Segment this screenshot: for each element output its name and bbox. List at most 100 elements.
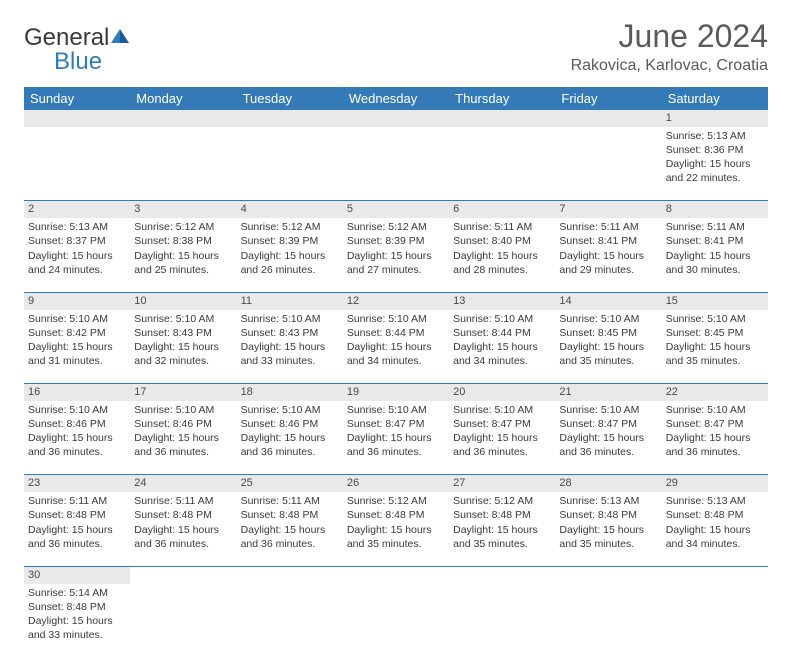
day-number-cell bbox=[130, 566, 236, 583]
daynum-row: 9101112131415 bbox=[24, 292, 768, 309]
day-number-cell: 1 bbox=[662, 110, 768, 127]
day-cell bbox=[343, 127, 449, 201]
daylight-line: Daylight: 15 hours and 36 minutes. bbox=[241, 431, 339, 459]
daynum-row: 1 bbox=[24, 110, 768, 127]
daylight-line: Daylight: 15 hours and 35 minutes. bbox=[559, 523, 657, 551]
daylight-line: Daylight: 15 hours and 36 minutes. bbox=[28, 523, 126, 551]
day-number-cell: 3 bbox=[130, 201, 236, 218]
sunset-line: Sunset: 8:48 PM bbox=[134, 508, 232, 522]
sunrise-line: Sunrise: 5:14 AM bbox=[28, 586, 126, 600]
sunrise-line: Sunrise: 5:11 AM bbox=[666, 220, 764, 234]
day-number-cell bbox=[555, 566, 661, 583]
weekday-header: Friday bbox=[555, 87, 661, 110]
sunset-line: Sunset: 8:46 PM bbox=[28, 417, 126, 431]
day-cell: Sunrise: 5:10 AMSunset: 8:44 PMDaylight:… bbox=[343, 310, 449, 384]
day-cell bbox=[662, 584, 768, 658]
day-number-cell: 4 bbox=[237, 201, 343, 218]
weekday-header: Sunday bbox=[24, 87, 130, 110]
sunrise-line: Sunrise: 5:13 AM bbox=[666, 129, 764, 143]
sunrise-line: Sunrise: 5:10 AM bbox=[241, 312, 339, 326]
weekday-header: Thursday bbox=[449, 87, 555, 110]
sunset-line: Sunset: 8:39 PM bbox=[241, 234, 339, 248]
sunset-line: Sunset: 8:43 PM bbox=[134, 326, 232, 340]
content-row: Sunrise: 5:13 AMSunset: 8:37 PMDaylight:… bbox=[24, 218, 768, 292]
sunset-line: Sunset: 8:47 PM bbox=[347, 417, 445, 431]
sunrise-line: Sunrise: 5:12 AM bbox=[347, 220, 445, 234]
day-number-cell: 15 bbox=[662, 292, 768, 309]
day-number-cell: 25 bbox=[237, 475, 343, 492]
sunset-line: Sunset: 8:48 PM bbox=[453, 508, 551, 522]
header: General June 2024 Rakovica, Karlovac, Cr… bbox=[24, 18, 768, 75]
weekday-header: Wednesday bbox=[343, 87, 449, 110]
day-cell bbox=[555, 584, 661, 658]
sunset-line: Sunset: 8:46 PM bbox=[134, 417, 232, 431]
sunrise-line: Sunrise: 5:10 AM bbox=[453, 312, 551, 326]
day-number-cell bbox=[24, 110, 130, 127]
weekday-header: Tuesday bbox=[237, 87, 343, 110]
sunset-line: Sunset: 8:41 PM bbox=[666, 234, 764, 248]
day-number-cell: 6 bbox=[449, 201, 555, 218]
sunrise-line: Sunrise: 5:10 AM bbox=[347, 312, 445, 326]
sunrise-line: Sunrise: 5:11 AM bbox=[134, 494, 232, 508]
day-cell: Sunrise: 5:10 AMSunset: 8:47 PMDaylight:… bbox=[662, 401, 768, 475]
day-number-cell: 21 bbox=[555, 384, 661, 401]
daylight-line: Daylight: 15 hours and 30 minutes. bbox=[666, 249, 764, 277]
day-cell bbox=[555, 127, 661, 201]
day-number-cell bbox=[237, 110, 343, 127]
day-cell: Sunrise: 5:12 AMSunset: 8:38 PMDaylight:… bbox=[130, 218, 236, 292]
daylight-line: Daylight: 15 hours and 36 minutes. bbox=[28, 431, 126, 459]
day-number-cell bbox=[343, 566, 449, 583]
day-cell: Sunrise: 5:11 AMSunset: 8:48 PMDaylight:… bbox=[130, 492, 236, 566]
day-cell: Sunrise: 5:10 AMSunset: 8:42 PMDaylight:… bbox=[24, 310, 130, 384]
sunrise-line: Sunrise: 5:13 AM bbox=[28, 220, 126, 234]
calendar-body: 1 Sunrise: 5:13 AMSunset: 8:36 PMDayligh… bbox=[24, 110, 768, 658]
day-number-cell: 11 bbox=[237, 292, 343, 309]
logo-text-blue: Blue bbox=[54, 48, 102, 76]
sunrise-line: Sunrise: 5:10 AM bbox=[666, 403, 764, 417]
sunset-line: Sunset: 8:41 PM bbox=[559, 234, 657, 248]
day-number-cell: 16 bbox=[24, 384, 130, 401]
day-cell: Sunrise: 5:14 AMSunset: 8:48 PMDaylight:… bbox=[24, 584, 130, 658]
sunset-line: Sunset: 8:40 PM bbox=[453, 234, 551, 248]
day-cell bbox=[237, 127, 343, 201]
sunrise-line: Sunrise: 5:12 AM bbox=[134, 220, 232, 234]
daylight-line: Daylight: 15 hours and 27 minutes. bbox=[347, 249, 445, 277]
daylight-line: Daylight: 15 hours and 34 minutes. bbox=[666, 523, 764, 551]
sunrise-line: Sunrise: 5:10 AM bbox=[28, 312, 126, 326]
day-number-cell: 10 bbox=[130, 292, 236, 309]
day-cell: Sunrise: 5:12 AMSunset: 8:39 PMDaylight:… bbox=[343, 218, 449, 292]
day-number-cell: 18 bbox=[237, 384, 343, 401]
sunrise-line: Sunrise: 5:11 AM bbox=[241, 494, 339, 508]
day-number-cell bbox=[237, 566, 343, 583]
sunrise-line: Sunrise: 5:10 AM bbox=[666, 312, 764, 326]
day-number-cell bbox=[662, 566, 768, 583]
month-title: June 2024 bbox=[571, 18, 768, 55]
day-number-cell: 7 bbox=[555, 201, 661, 218]
day-number-cell bbox=[449, 566, 555, 583]
sunrise-line: Sunrise: 5:11 AM bbox=[453, 220, 551, 234]
day-cell: Sunrise: 5:12 AMSunset: 8:39 PMDaylight:… bbox=[237, 218, 343, 292]
weekday-header: Saturday bbox=[662, 87, 768, 110]
daylight-line: Daylight: 15 hours and 36 minutes. bbox=[559, 431, 657, 459]
daylight-line: Daylight: 15 hours and 36 minutes. bbox=[453, 431, 551, 459]
sunset-line: Sunset: 8:45 PM bbox=[666, 326, 764, 340]
day-cell: Sunrise: 5:11 AMSunset: 8:41 PMDaylight:… bbox=[662, 218, 768, 292]
day-number-cell: 5 bbox=[343, 201, 449, 218]
day-cell: Sunrise: 5:13 AMSunset: 8:48 PMDaylight:… bbox=[662, 492, 768, 566]
sunset-line: Sunset: 8:45 PM bbox=[559, 326, 657, 340]
day-number-cell: 2 bbox=[24, 201, 130, 218]
day-number-cell: 29 bbox=[662, 475, 768, 492]
sunrise-line: Sunrise: 5:10 AM bbox=[28, 403, 126, 417]
sunrise-line: Sunrise: 5:12 AM bbox=[241, 220, 339, 234]
day-number-cell: 22 bbox=[662, 384, 768, 401]
day-cell: Sunrise: 5:10 AMSunset: 8:45 PMDaylight:… bbox=[662, 310, 768, 384]
day-number-cell: 30 bbox=[24, 566, 130, 583]
day-cell bbox=[343, 584, 449, 658]
day-number-cell: 28 bbox=[555, 475, 661, 492]
day-number-cell: 19 bbox=[343, 384, 449, 401]
daylight-line: Daylight: 15 hours and 34 minutes. bbox=[347, 340, 445, 368]
day-cell: Sunrise: 5:10 AMSunset: 8:45 PMDaylight:… bbox=[555, 310, 661, 384]
day-cell: Sunrise: 5:10 AMSunset: 8:46 PMDaylight:… bbox=[24, 401, 130, 475]
sunset-line: Sunset: 8:48 PM bbox=[347, 508, 445, 522]
day-number-cell: 12 bbox=[343, 292, 449, 309]
